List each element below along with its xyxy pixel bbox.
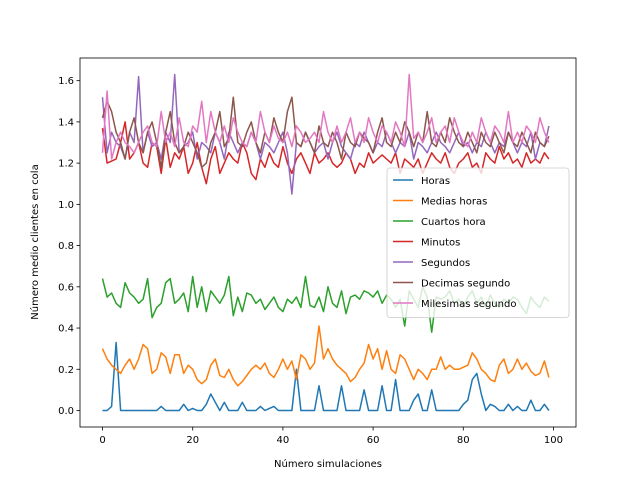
y-tick-label: 1.0 xyxy=(58,200,74,211)
y-axis-label: Número medio clientes en cola xyxy=(29,164,41,319)
x-tick-label: 20 xyxy=(186,435,199,446)
series-layer xyxy=(101,73,550,412)
series-line-2 xyxy=(101,325,550,387)
series-line-1 xyxy=(102,341,550,412)
y-tick-label: 1.6 xyxy=(58,76,74,87)
plot-frame xyxy=(79,57,577,428)
legend: Horas Medias horas Cuartos hora Minutos Segu… xyxy=(386,167,570,318)
y-tick-label: 1.2 xyxy=(58,159,74,170)
y-tick-label: 0.4 xyxy=(58,324,74,335)
legend-label: Medias horas xyxy=(421,197,487,208)
series-line-7 xyxy=(101,73,550,160)
x-axis-label: Número simulaciones xyxy=(274,458,382,470)
legend-label: Milesimas segundo xyxy=(421,299,516,310)
x-tick-label: 0 xyxy=(99,435,105,446)
x-tick-label: 100 xyxy=(544,435,563,446)
x-tick-label: 40 xyxy=(277,435,290,446)
legend-label: Segundos xyxy=(421,258,470,269)
series-line-4 xyxy=(101,121,550,185)
legend-label: Decimas segundo xyxy=(421,279,510,290)
legend-box xyxy=(386,167,570,318)
y-tick-label: 0.8 xyxy=(58,241,74,252)
series-line-6 xyxy=(101,96,550,169)
legend-label: Minutos xyxy=(421,238,460,249)
x-tick-label: 60 xyxy=(367,435,380,446)
axes-layer: 0 20 40 60 80 100 0.0 0.2 0.4 0.6 0.8 1.0 1.2 1.4 1.6 xyxy=(58,57,577,446)
y-tick-label: 0.0 xyxy=(58,406,74,417)
y-tick-label: 0.2 xyxy=(58,365,74,376)
legend-label: Horas xyxy=(421,176,450,187)
y-tick-label: 0.6 xyxy=(58,282,74,293)
x-tick-label: 80 xyxy=(457,435,470,446)
legend-label: Cuartos hora xyxy=(421,217,486,228)
y-tick-label: 1.4 xyxy=(58,117,74,128)
